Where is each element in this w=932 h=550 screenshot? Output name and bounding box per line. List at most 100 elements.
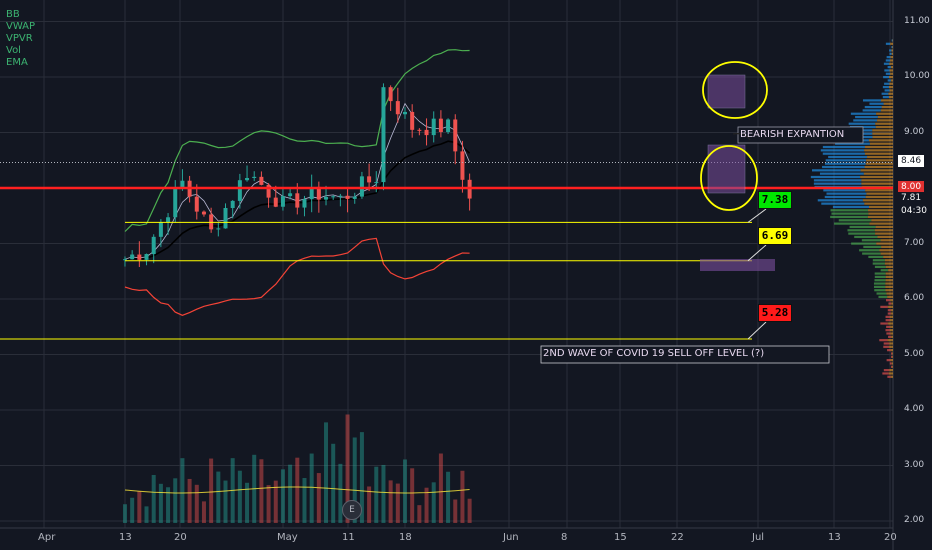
vpvr-bar [865, 195, 893, 199]
candle-body [446, 119, 451, 133]
vpvr-bar [887, 322, 893, 325]
candle-body [316, 186, 321, 200]
price-tick: 7.00 [904, 237, 925, 248]
vpvr-bar [866, 192, 893, 195]
vpvr-bar [868, 205, 893, 209]
vpvr-bar [875, 125, 893, 129]
vpvr-bar [884, 69, 890, 72]
volume-bar [374, 466, 379, 523]
vpvr-bar [831, 212, 869, 215]
vpvr-bar [864, 149, 893, 152]
vpvr-bar [834, 222, 870, 225]
volume-bar [431, 482, 436, 523]
volume-bar [130, 497, 135, 523]
vpvr-bar [884, 89, 890, 92]
vpvr-bar [887, 295, 893, 298]
volume-bar [273, 480, 278, 523]
candle-body [259, 176, 264, 185]
vpvr-bar [886, 325, 891, 328]
legend-bb[interactable]: BB [6, 9, 20, 20]
earnings-event-icon[interactable]: E [342, 500, 362, 520]
vpvr-bar [891, 362, 893, 365]
candle-body [324, 196, 329, 200]
vpvr-bar [861, 182, 893, 185]
vpvr-bar [862, 252, 881, 255]
vpvr-bar [882, 372, 889, 375]
candle-body [237, 180, 242, 201]
vpvr-bar [885, 315, 891, 318]
vpvr-bar [868, 209, 893, 212]
vpvr-bar [867, 155, 893, 159]
vpvr-bar [872, 132, 893, 135]
time-tick: Jul [752, 532, 765, 543]
bearish-expansion-note: BEARISH EXPANTION [740, 129, 845, 140]
vpvr-bar [875, 225, 893, 229]
vpvr-bar [891, 49, 893, 52]
vpvr-bar [880, 99, 893, 102]
volume-bar [417, 505, 422, 523]
legend-vol[interactable]: Vol [6, 45, 21, 56]
candle-body [431, 118, 436, 136]
candle-body [359, 176, 364, 197]
vpvr-bar [885, 279, 893, 282]
vpvr-bar [891, 365, 893, 368]
candle-body [302, 199, 307, 208]
vpvr-bar [887, 312, 891, 315]
vpvr-bar [862, 199, 893, 202]
vpvr-bar [882, 85, 889, 89]
vpvr-bar [874, 289, 886, 292]
legend-vpvr[interactable]: VPVR [6, 33, 33, 44]
vpvr-bar [890, 66, 893, 69]
vpvr-bar [891, 352, 893, 355]
candle-body [245, 177, 250, 181]
candle-body [309, 186, 314, 200]
note-box [540, 345, 830, 364]
vpvr-bar [874, 275, 886, 278]
vpvr-bar [891, 335, 893, 338]
vpvr-bar [885, 59, 891, 62]
vpvr-bar [877, 115, 893, 119]
highlight-circle [700, 145, 758, 211]
vpvr-bar [879, 249, 893, 252]
vpvr-bar [884, 82, 890, 85]
vpvr-bar [847, 229, 875, 232]
candle-body [280, 196, 285, 207]
vpvr-bar [869, 222, 893, 225]
vpvr-bar [866, 159, 893, 162]
volume-bar [403, 459, 407, 523]
vpvr-bar [884, 259, 893, 262]
vpvr-bar [890, 312, 893, 315]
legend-vwap[interactable]: VWAP [6, 21, 36, 32]
annotation-arrow [732, 133, 751, 141]
volume-bar [216, 471, 221, 523]
vpvr-bar [868, 255, 884, 259]
vpvr-bar [821, 202, 865, 205]
price-tag-5-28: 5.28 [758, 304, 792, 322]
vpvr-bar [863, 172, 893, 175]
price-badge: 04:30 [898, 205, 930, 218]
price-tick: 11.00 [904, 15, 930, 26]
vpvr-bar [883, 255, 893, 259]
vpvr-bar [848, 122, 876, 125]
tag-pointer [747, 321, 767, 340]
legend-ema[interactable]: EMA [6, 57, 28, 68]
vpvr-bar [832, 205, 869, 209]
vpvr-bar [825, 159, 867, 162]
vpvr-bar [888, 95, 893, 99]
candle-body [410, 111, 415, 130]
volume-bar [410, 468, 415, 523]
vpvr-bar [819, 172, 864, 175]
time-tick: 20 [884, 532, 897, 543]
candle-body [345, 195, 350, 199]
note-box [737, 126, 864, 144]
projection-box [707, 74, 746, 109]
volume-bar [438, 453, 443, 523]
volume-bar [309, 453, 314, 523]
vpvr-bar [890, 319, 893, 322]
vpvr-bar [855, 115, 878, 119]
vpvr-bar [848, 232, 876, 235]
volume-bar [395, 483, 400, 523]
price-tick: 9.00 [904, 126, 925, 137]
vpvr-bar [891, 355, 893, 358]
